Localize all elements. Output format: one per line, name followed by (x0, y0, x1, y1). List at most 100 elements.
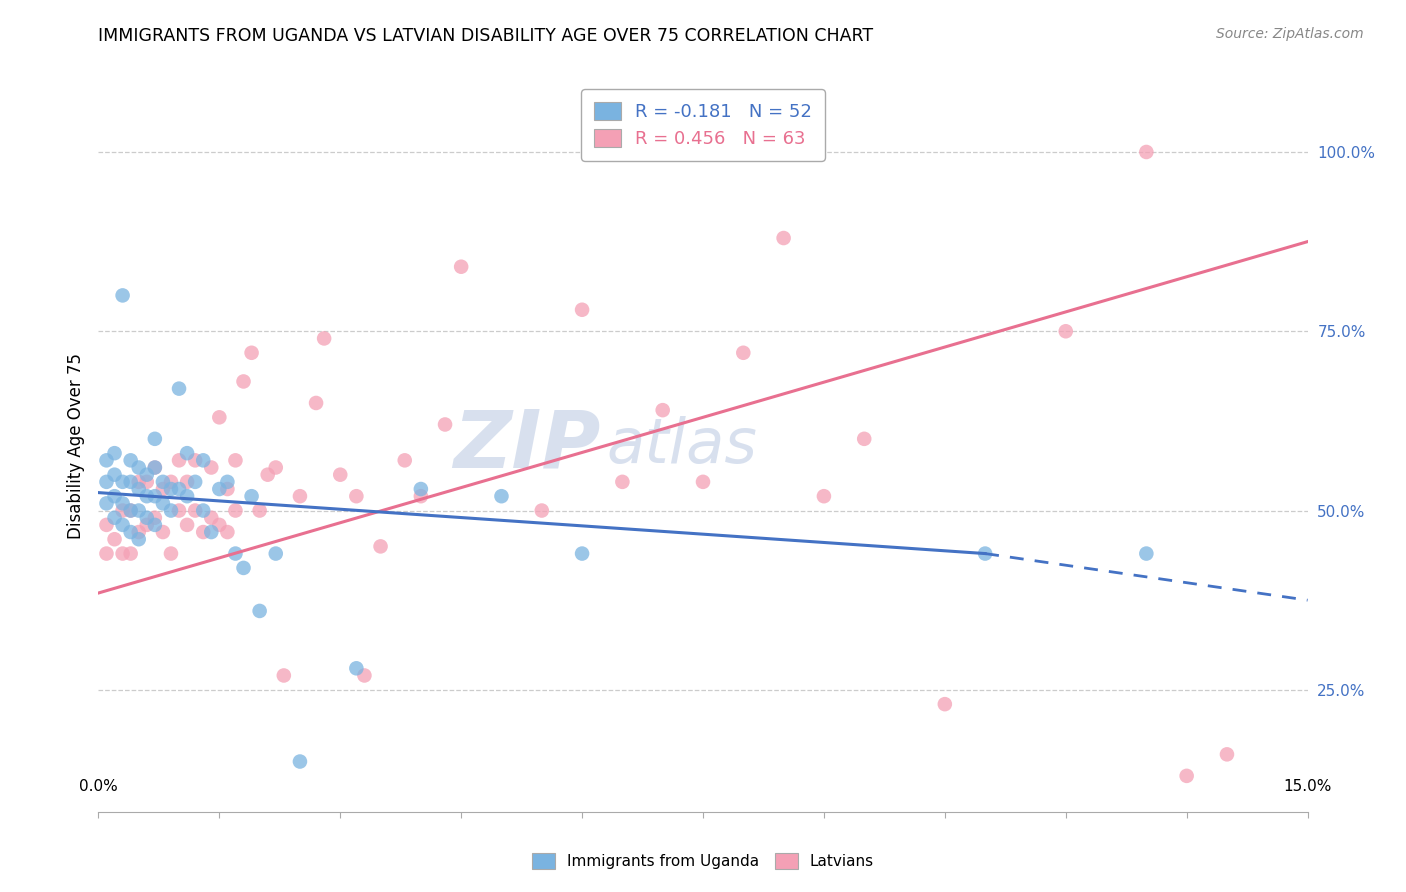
Point (651, 403, 673, 417)
Point (128, 524, 150, 539)
Y-axis label: Disability Age Over 75: Disability Age Over 75 (66, 353, 84, 539)
Point (143, 460, 166, 475)
Point (353, 668, 375, 682)
Point (135, 467, 157, 482)
Point (200, 510, 222, 524)
Point (160, 547, 183, 561)
Point (184, 453, 207, 467)
Point (176, 446, 198, 460)
Point (288, 489, 311, 503)
Point (208, 410, 231, 425)
Point (120, 547, 142, 561)
Point (184, 503, 207, 517)
Legend: R = -0.181   N = 52, R = 0.456   N = 63: R = -0.181 N = 52, R = 0.456 N = 63 (581, 89, 825, 161)
Point (128, 482, 150, 496)
Point (96, 517, 118, 532)
Point (167, 503, 190, 517)
Text: Source: ZipAtlas.com: Source: ZipAtlas.com (1216, 27, 1364, 41)
Point (409, 482, 432, 496)
Point (273, 668, 295, 682)
Point (120, 503, 142, 517)
Text: 0.0%: 0.0% (79, 779, 118, 794)
Point (612, 475, 634, 489)
Point (135, 517, 157, 532)
Point (160, 503, 183, 517)
Point (96, 496, 118, 510)
Point (772, 231, 794, 245)
Point (120, 453, 142, 467)
Point (571, 302, 593, 317)
Point (1135, 547, 1157, 561)
Point (120, 503, 142, 517)
Point (143, 460, 166, 475)
Point (409, 489, 432, 503)
Point (135, 475, 157, 489)
Point (344, 661, 367, 675)
Point (160, 482, 183, 496)
Point (111, 496, 134, 510)
Point (103, 489, 125, 503)
Text: ZIP: ZIP (453, 407, 600, 485)
Point (152, 496, 174, 510)
Point (224, 503, 246, 517)
Point (264, 460, 287, 475)
Point (1054, 324, 1077, 338)
Point (176, 475, 198, 489)
Point (217, 524, 239, 539)
Point (249, 503, 271, 517)
Point (167, 453, 190, 467)
Point (571, 547, 593, 561)
Point (530, 503, 553, 517)
Point (240, 489, 263, 503)
Point (344, 489, 367, 503)
Point (370, 540, 392, 554)
Point (135, 489, 157, 503)
Point (934, 697, 956, 711)
Point (224, 453, 246, 467)
Point (193, 453, 215, 467)
Point (135, 510, 157, 524)
Point (450, 260, 472, 274)
Point (152, 524, 174, 539)
Point (1135, 145, 1157, 159)
Point (96, 453, 118, 467)
Point (103, 467, 125, 482)
Point (103, 533, 125, 547)
Text: atlas: atlas (606, 416, 758, 476)
Point (288, 755, 311, 769)
Text: 15.0%: 15.0% (1284, 779, 1331, 794)
Point (111, 547, 134, 561)
Point (103, 510, 125, 524)
Point (111, 475, 134, 489)
Point (103, 446, 125, 460)
Point (96, 547, 118, 561)
Point (120, 524, 142, 539)
Point (111, 288, 134, 302)
Point (200, 460, 222, 475)
Point (692, 475, 714, 489)
Point (184, 475, 207, 489)
Point (176, 517, 198, 532)
Point (152, 482, 174, 496)
Text: IMMIGRANTS FROM UGANDA VS LATVIAN DISABILITY AGE OVER 75 CORRELATION CHART: IMMIGRANTS FROM UGANDA VS LATVIAN DISABI… (98, 27, 873, 45)
Point (208, 517, 231, 532)
Point (1175, 769, 1198, 783)
Point (152, 475, 174, 489)
Point (143, 517, 166, 532)
Point (111, 503, 134, 517)
Point (193, 503, 215, 517)
Point (249, 604, 271, 618)
Point (160, 475, 183, 489)
Point (813, 489, 835, 503)
Point (491, 489, 513, 503)
Point (1216, 747, 1239, 762)
Point (176, 489, 198, 503)
Point (167, 482, 190, 496)
Point (264, 547, 287, 561)
Point (143, 510, 166, 524)
Point (128, 533, 150, 547)
Point (128, 460, 150, 475)
Point (232, 561, 254, 575)
Point (96, 475, 118, 489)
Point (974, 547, 997, 561)
